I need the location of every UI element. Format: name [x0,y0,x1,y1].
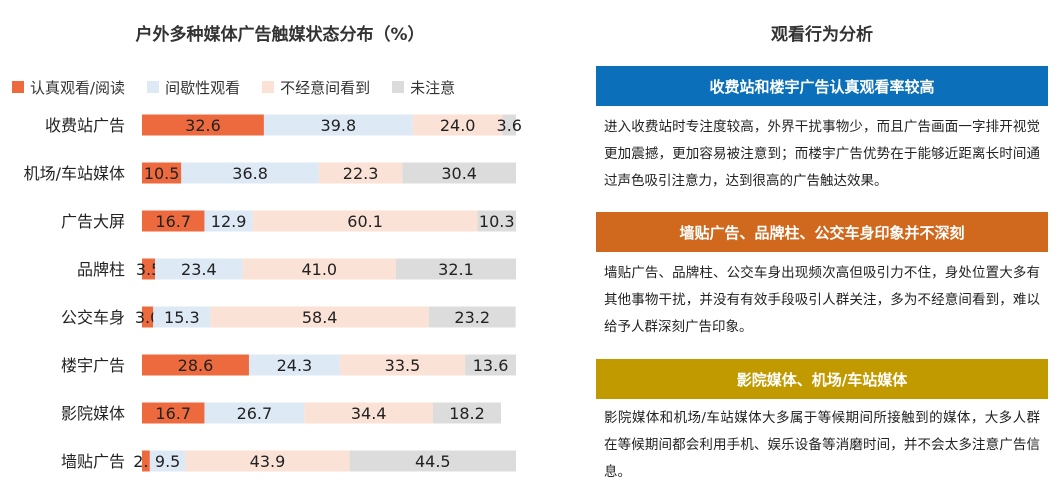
bar-segment-unnoticed [402,162,516,184]
bar-segment-serious [142,402,205,424]
data-label: 15.3 [164,308,200,327]
bar-segment-serious [142,450,150,472]
category-label: 楼宇广告 [61,356,125,375]
data-label: 9.5 [155,452,180,471]
data-label: 3.5 [136,260,161,279]
bar-segment-unnoticed [349,450,516,472]
bar-segment-intermittent [181,162,319,184]
bar-segment-intermittent [248,354,340,376]
data-label: 18.2 [449,404,485,423]
legend-swatch-serious [12,81,24,93]
data-label: 39.8 [321,116,357,135]
bar-segment-casual [185,450,350,472]
bar-segment-casual [412,114,503,136]
data-label: 13.6 [473,356,509,375]
legend-label-casual: 不经意间看到 [280,78,371,97]
data-label: 33.5 [385,356,421,375]
legend-label-intermittent: 间歇性观看 [165,78,241,97]
bar-segment-intermittent [153,306,211,328]
bar-segment-casual [318,162,403,184]
data-label: 16.7 [155,404,191,423]
bar-segment-serious [142,258,156,280]
legend-swatch-intermittent [147,81,160,93]
data-label: 58.4 [302,308,338,327]
bar-segment-unnoticed [477,210,516,232]
bar-segment-serious [142,306,154,328]
bar-segment-intermittent [155,258,243,280]
legend-label-unnoticed: 未注意 [410,78,456,97]
bar-segment-unnoticed [432,402,502,424]
panel-header-wall: 墙贴广告、品牌柱、公交车身印象并不深刻 [596,212,1048,252]
data-label: 28.6 [178,356,214,375]
bar-segment-unnoticed [465,354,516,376]
data-label: 24.3 [277,356,313,375]
bar-segment-serious [142,162,182,184]
bar-segment-casual [339,354,466,376]
data-label: 32.6 [185,116,221,135]
data-label: 30.4 [441,164,477,183]
bar-segment-intermittent [204,210,253,232]
data-label: 10.3 [479,212,515,231]
panel-text-cinema: 影院媒体和机场/车站媒体大多属于等候期间所接触到的媒体，大多人群在等候期间都会利… [604,410,1040,480]
analysis-title: 观看行为分析 [771,25,873,45]
legend-label-serious: 认真观看/阅读 [30,78,126,97]
legend-item-serious: 认真观看/阅读 [12,77,125,98]
bar-segment-serious [142,114,264,136]
data-label: 24.0 [440,116,476,135]
data-label: 3.6 [497,116,522,135]
data-label: 43.9 [250,452,286,471]
data-label: 23.2 [454,308,490,327]
bar-segment-serious [142,210,205,232]
category-label: 机场/车站媒体 [24,164,125,183]
legend-swatch-casual [262,81,275,93]
data-label: 34.4 [351,404,387,423]
legend-item-unnoticed: 未注意 [392,77,455,98]
bar-segment-casual [210,306,429,328]
data-label: 22.3 [343,164,379,183]
legend-item-casual: 不经意间看到 [262,77,370,98]
category-label: 广告大屏 [61,212,125,231]
data-label: 16.7 [155,212,191,231]
panel-text-wall: 墙贴广告、品牌柱、公交车身出现频次高但吸引力不住，身处位置大多有其他事物干扰，并… [604,265,1040,335]
category-label: 收费站广告 [45,116,125,135]
data-label: 23.4 [181,260,217,279]
category-label: 品牌柱 [77,260,125,279]
data-label: 60.1 [347,212,383,231]
data-label: 10.5 [144,164,180,183]
bar-segment-serious [142,354,249,376]
bar-segment-intermittent [204,402,305,424]
chart-legend: 认真观看/阅读 间歇性观看 不经意间看到 未注意 [12,76,477,98]
bar-segment-casual [242,258,396,280]
panel-header-cinema: 影院媒体、机场/车站媒体 [596,359,1048,399]
legend-swatch-unnoticed [392,81,405,93]
bar-segment-unnoticed [502,114,516,136]
legend-item-intermittent: 间歇性观看 [147,77,240,98]
bar-segment-casual [252,210,478,232]
data-label: 41.0 [301,260,337,279]
bar-segment-intermittent [263,114,413,136]
bar-segment-unnoticed [395,258,516,280]
data-label: 32.1 [438,260,474,279]
data-label: 36.8 [232,164,268,183]
panel-header-tollbooth: 收费站和楼宇广告认真观看率较高 [596,66,1048,106]
chart-title: 户外多种媒体广告触媒状态分布（%） [135,25,425,45]
category-label: 墙贴广告 [61,452,125,471]
category-label: 公交车身 [61,308,125,327]
category-label: 影院媒体 [61,404,125,423]
bar-segment-intermittent [149,450,186,472]
bar-segment-casual [304,402,433,424]
bar-segment-unnoticed [428,306,516,328]
panel-text-tollbooth: 进入收费站时专注度较高，外界干扰事物少，而且广告画面一字排开视觉更加震撼，更加容… [604,119,1040,189]
data-label: 44.5 [415,452,451,471]
data-label: 26.7 [237,404,273,423]
data-label: 12.9 [211,212,247,231]
stacked-bar-chart: 收费站广告 32.6 39.8 24.0 3.6 机场/车站媒体 10.5 36.8 22.3 3… [24,114,522,472]
